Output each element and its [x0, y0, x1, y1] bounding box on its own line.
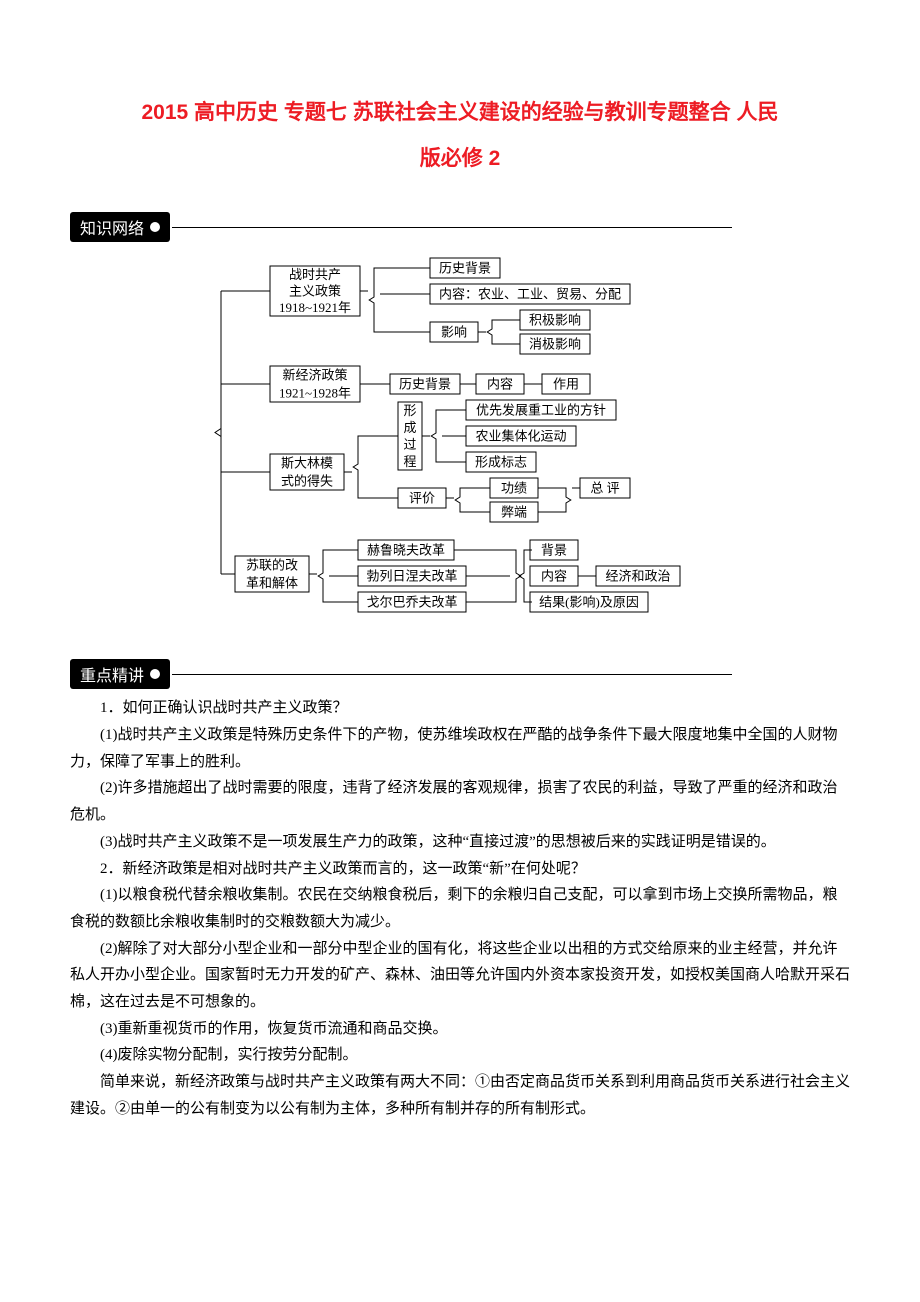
paragraph: (2)许多措施超出了战时需要的限度，违背了经济发展的客观规律，损害了农民的利益，… [70, 775, 850, 828]
svg-text:作用: 作用 [553, 377, 579, 392]
svg-text:内容：农业、工业、贸易、分配: 内容：农业、工业、贸易、分配 [439, 287, 621, 302]
svg-text:1921~1928年: 1921~1928年 [279, 386, 351, 401]
svg-text:斯大林模: 斯大林模 [281, 456, 333, 471]
svg-text:功绩: 功绩 [501, 481, 527, 496]
section-tag-network: 知识网络 [70, 212, 732, 242]
paragraph: (2)解除了对大部分小型企业和一部分中型企业的国有化，将这些企业以出租的方式交给… [70, 936, 850, 1016]
svg-text:背景: 背景 [541, 543, 567, 558]
svg-text:农业集体化运动: 农业集体化运动 [475, 429, 566, 444]
svg-text:勃列日涅夫改革: 勃列日涅夫改革 [366, 569, 457, 584]
svg-text:形成标志: 形成标志 [475, 455, 527, 470]
svg-text:式的得失: 式的得失 [281, 474, 333, 489]
title-line-1: 2015 高中历史 专题七 苏联社会主义建设的经验与教训专题整合 人民 [141, 101, 778, 124]
svg-text:消极影响: 消极影响 [529, 337, 581, 352]
svg-text:戈尔巴乔夫改革: 戈尔巴乔夫改革 [366, 595, 457, 610]
section-tag-dot-icon [150, 222, 160, 232]
svg-text:战时共产: 战时共产 [289, 267, 341, 282]
question-2: 2．新经济政策是相对战时共产主义政策而言的，这一政策“新”在何处呢？ [70, 856, 850, 883]
svg-text:历史背景: 历史背景 [439, 261, 491, 276]
section-tag-keypoints: 重点精讲 [70, 659, 732, 689]
svg-text:优先发展重工业的方针: 优先发展重工业的方针 [476, 403, 606, 418]
svg-text:过: 过 [403, 437, 416, 452]
page-title: 2015 高中历史 专题七 苏联社会主义建设的经验与教训专题整合 人民 版必修 … [70, 90, 850, 182]
svg-text:结果(影响)及原因: 结果(影响)及原因 [539, 595, 639, 610]
svg-text:程: 程 [403, 454, 416, 469]
svg-text:评价: 评价 [409, 491, 435, 506]
svg-text:经济和政治: 经济和政治 [605, 569, 670, 584]
svg-text:历史背景: 历史背景 [399, 377, 451, 392]
svg-text:总 评: 总 评 [590, 481, 619, 496]
svg-text:成: 成 [403, 420, 416, 435]
section-tag-line-icon [172, 674, 732, 675]
paragraph: (3)重新重视货币的作用，恢复货币流通和商品交换。 [70, 1016, 850, 1043]
section-tag-line-icon [172, 227, 732, 228]
paragraph: (1)战时共产主义政策是特殊历史条件下的产物，使苏维埃政权在严酷的战争条件下最大… [70, 722, 850, 775]
svg-text:形: 形 [403, 403, 416, 418]
section-tag-keypoints-label: 重点精讲 [70, 659, 170, 689]
paragraph: (4)废除实物分配制，实行按劳分配制。 [70, 1042, 850, 1069]
section-tag-network-label: 知识网络 [70, 212, 170, 242]
svg-text:革和解体: 革和解体 [246, 576, 298, 591]
title-line-2: 版必修 2 [420, 147, 501, 170]
paragraph: (3)战时共产主义政策不是一项发展生产力的政策，这种“直接过渡”的思想被后来的实… [70, 829, 850, 856]
svg-text:影响: 影响 [441, 325, 467, 340]
svg-text:弊端: 弊端 [501, 505, 527, 520]
knowledge-network-diagram: 战时共产主义政策1918~1921年历史背景内容：农业、工业、贸易、分配影响积极… [70, 256, 850, 631]
paragraph: (1)以粮食税代替余粮收集制。农民在交纳粮食税后，剩下的余粮归自己支配，可以拿到… [70, 882, 850, 935]
svg-text:积极影响: 积极影响 [529, 313, 581, 328]
svg-text:主义政策: 主义政策 [289, 284, 341, 299]
svg-text:赫鲁晓夫改革: 赫鲁晓夫改革 [367, 543, 445, 558]
svg-text:苏联的改: 苏联的改 [246, 558, 298, 573]
body-text: 1．如何正确认识战时共产主义政策？ (1)战时共产主义政策是特殊历史条件下的产物… [70, 695, 850, 1122]
svg-text:1918~1921年: 1918~1921年 [279, 301, 351, 316]
svg-text:内容: 内容 [541, 569, 567, 584]
svg-text:新经济政策: 新经济政策 [282, 368, 347, 383]
svg-text:内容: 内容 [487, 377, 513, 392]
question-1: 1．如何正确认识战时共产主义政策？ [70, 695, 850, 722]
paragraph: 简单来说，新经济政策与战时共产主义政策有两大不同：①由否定商品货币关系到利用商品… [70, 1069, 850, 1122]
section-tag-dot-icon [150, 669, 160, 679]
